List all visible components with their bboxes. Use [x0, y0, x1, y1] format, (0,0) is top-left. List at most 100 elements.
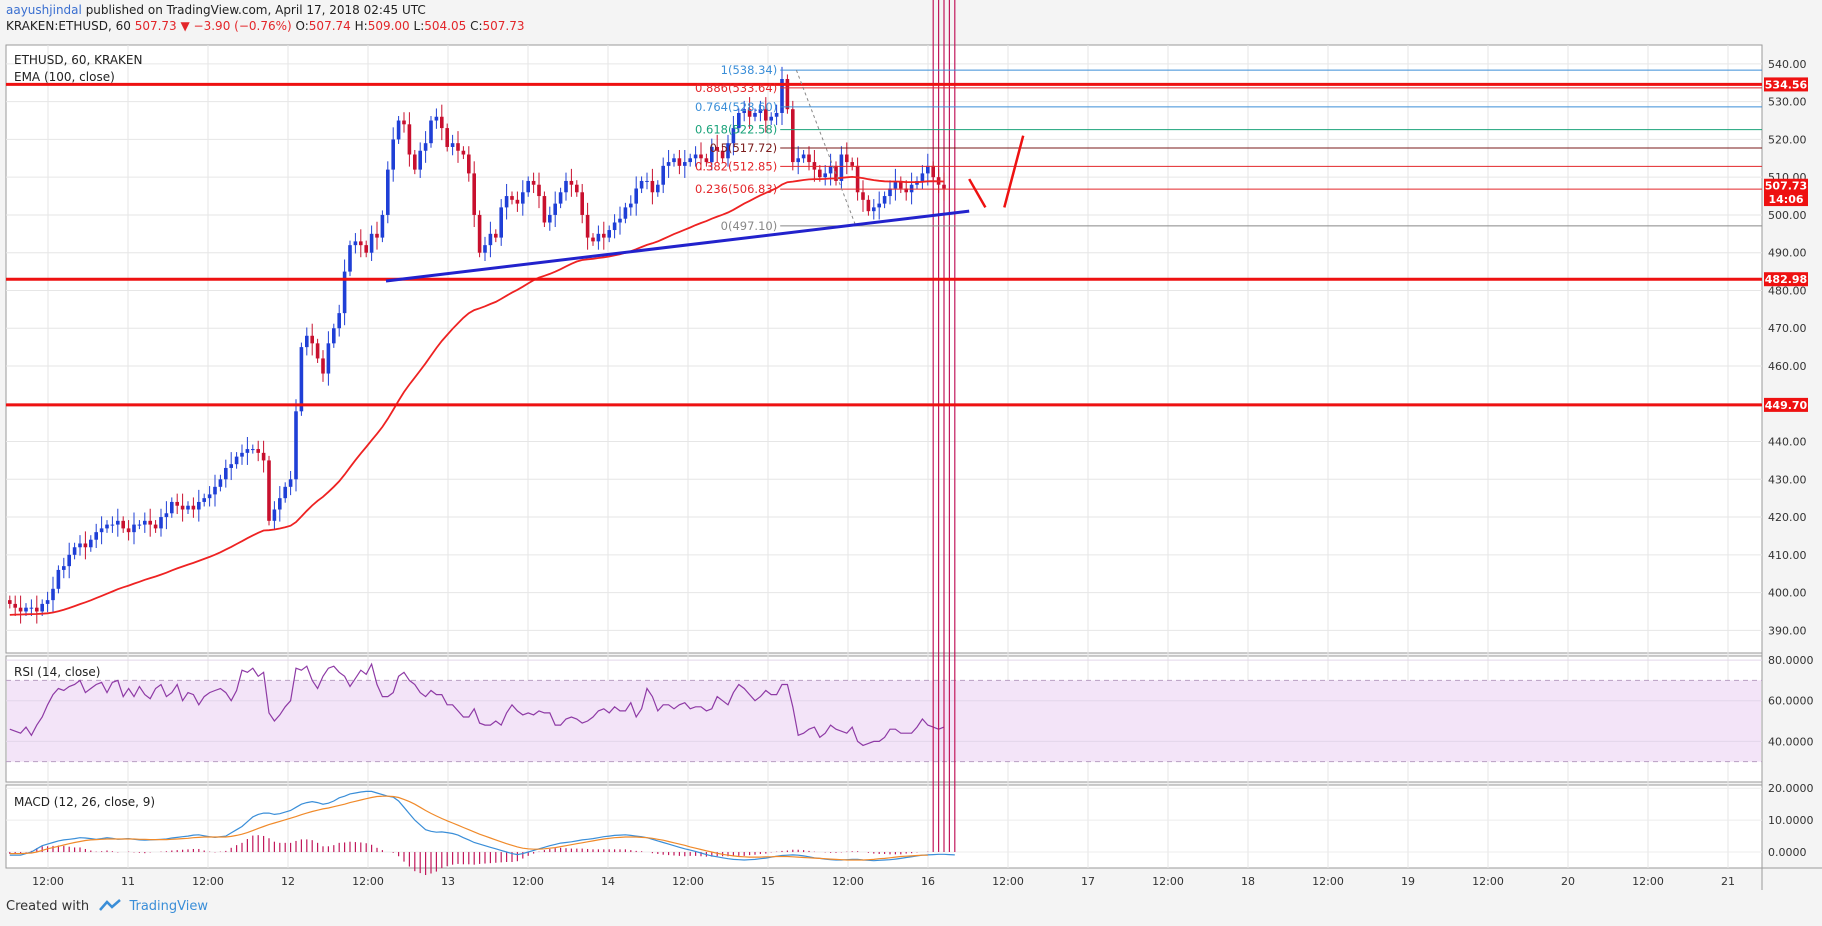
candle-body [191, 505, 196, 510]
low-label: L: [413, 19, 425, 33]
time-tick-label: 12:00 [512, 875, 544, 888]
candle-body [472, 173, 476, 215]
candle-body [850, 162, 854, 166]
candle-body [153, 524, 158, 529]
candle-body [920, 173, 925, 181]
projection-down-line[interactable] [968, 178, 987, 209]
candle-body [175, 501, 179, 506]
candle-body [828, 165, 833, 174]
ema-legend[interactable]: EMA (100, close) [14, 70, 115, 84]
price-tick-label: 410.00 [1768, 549, 1807, 562]
candle-body [548, 214, 552, 223]
candle-body [569, 180, 574, 185]
candle-body [359, 241, 363, 246]
candle-body [855, 165, 860, 193]
time-tick-label: 19 [1401, 875, 1415, 888]
candle-body [99, 528, 104, 533]
candle-body [591, 237, 595, 242]
candle-body [180, 505, 185, 510]
candle-body [35, 607, 39, 612]
time-tick-label: 20 [1561, 875, 1575, 888]
author-link[interactable]: aayushjindal [6, 3, 82, 17]
candle-body [283, 486, 287, 499]
candle-body [807, 154, 811, 163]
candle-body [488, 233, 493, 246]
candle-body [337, 313, 341, 329]
candle-body [207, 494, 212, 499]
candle-body [369, 233, 374, 253]
candle-body [278, 498, 282, 510]
candle-body [504, 196, 509, 208]
trend-line[interactable] [385, 209, 970, 283]
price-tag [1764, 397, 1808, 412]
footer: Created with TradingView [6, 899, 208, 914]
candle-body [213, 486, 217, 495]
candle-body [148, 520, 152, 525]
signal-line[interactable] [9, 795, 928, 861]
candle-body [229, 464, 233, 468]
price-tick-label: 470.00 [1768, 322, 1807, 335]
candle-body [256, 449, 260, 453]
candle-body [391, 139, 395, 170]
candle-body [116, 520, 120, 525]
rsi-tick-label: 80.0000 [1768, 654, 1814, 667]
candle-body [672, 158, 676, 163]
candle-body [456, 143, 460, 151]
candle-body [877, 203, 881, 208]
candle-body [121, 520, 125, 529]
price-tick-label: 390.00 [1768, 624, 1807, 637]
candle-body [704, 158, 709, 163]
candle-body [261, 452, 266, 461]
candle-body [656, 184, 660, 193]
candle-body [494, 233, 498, 238]
candle-body [89, 539, 93, 548]
fib-level-label: 0.382(512.85) [695, 159, 777, 173]
candle-body [40, 603, 44, 612]
rsi-line[interactable] [9, 662, 945, 747]
candle-body [699, 154, 703, 159]
candle-body [386, 169, 390, 215]
candle-body [531, 180, 536, 185]
footer-created: Created with [6, 899, 90, 914]
candle-body [564, 180, 568, 193]
publish-line: aayushjindal published on TradingView.co… [6, 3, 426, 17]
candle-body [24, 607, 28, 612]
candle-body [845, 154, 849, 163]
candle-body [418, 150, 422, 170]
candle-body [629, 203, 633, 208]
time-tick-label: 15 [761, 875, 775, 888]
time-tick-label: 16 [921, 875, 935, 888]
projection-up-line[interactable] [1003, 135, 1025, 208]
time-tick-label: 12:00 [1632, 875, 1664, 888]
candle-body [375, 233, 379, 238]
candle-body [413, 154, 417, 170]
candle-body [753, 112, 757, 117]
price-tick-label: 530.00 [1768, 96, 1807, 109]
ema-line[interactable] [9, 175, 945, 616]
candle-body [364, 245, 368, 253]
rsi-legend[interactable]: RSI (14, close) [14, 665, 100, 679]
price-tag-label: 482.98 [1765, 273, 1807, 286]
candle-body [423, 143, 428, 151]
candle-body [83, 543, 88, 548]
candle-body [558, 192, 563, 204]
fib-level-label: 0.618(522.58) [695, 123, 777, 137]
candle-body [688, 158, 692, 163]
macd-legend[interactable]: MACD (12, 26, close, 9) [14, 795, 155, 809]
candle-body [942, 184, 946, 189]
candle-body [13, 603, 17, 608]
candle-body [62, 566, 66, 570]
candle-body [596, 233, 601, 242]
macd-line[interactable] [9, 790, 955, 862]
time-tick-label: 17 [1081, 875, 1095, 888]
price-tick-label: 430.00 [1768, 473, 1807, 486]
candle-body [661, 165, 665, 185]
open-label: O: [295, 19, 309, 33]
candle-body [747, 109, 752, 117]
candle-body [650, 180, 655, 193]
price-tag-label: 14:06 [1768, 193, 1803, 206]
high-value: 509.00 [367, 19, 410, 33]
main-pane [5, 44, 1763, 654]
footer-brand[interactable]: TradingView [129, 899, 208, 914]
